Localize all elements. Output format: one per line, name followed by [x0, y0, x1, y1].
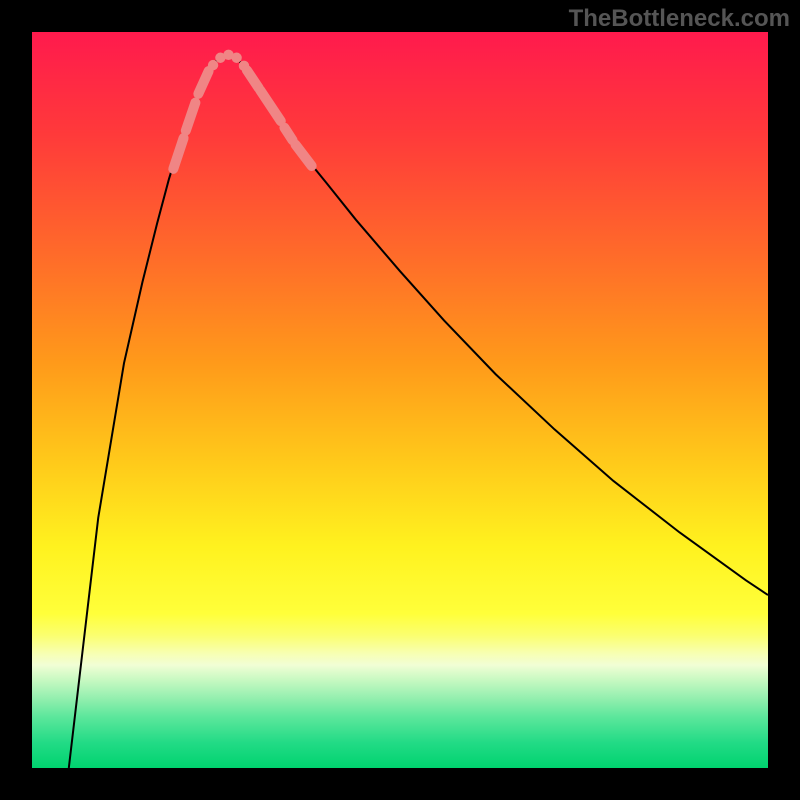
marker-right_segments-2 [284, 128, 292, 141]
marker-bottom_dots-0 [208, 60, 218, 70]
marker-bottom_dots-3 [231, 53, 241, 63]
watermark-text: TheBottleneck.com [569, 5, 790, 32]
marker-bottom_dots_small-0 [199, 80, 207, 88]
chart-svg: TheBottleneck.com [0, 0, 800, 800]
chart-root: TheBottleneck.com [0, 0, 800, 800]
plot-background [32, 32, 768, 768]
